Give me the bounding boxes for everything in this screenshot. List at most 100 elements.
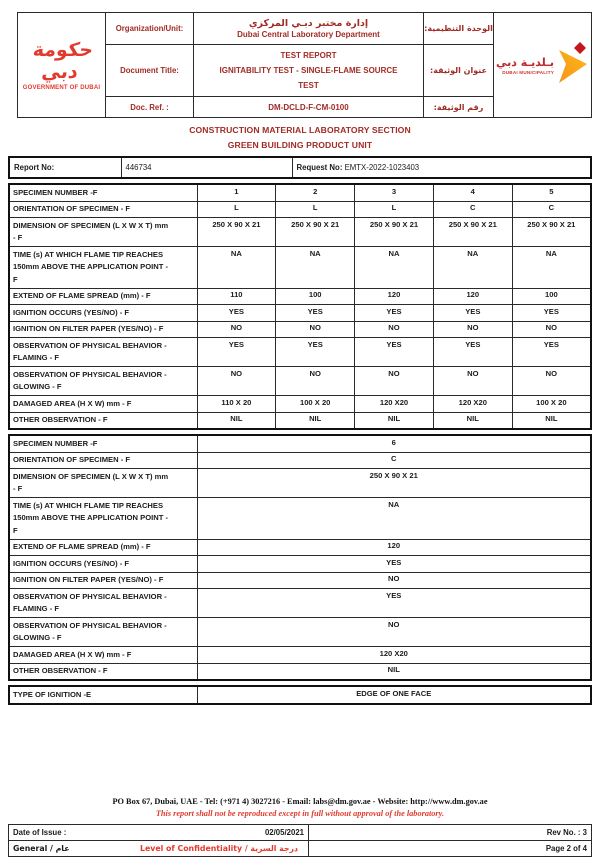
cell-value: 250 X 90 X 21 [354, 217, 434, 247]
cell-value: L [196, 200, 277, 218]
row-label: ORIENTATION OF SPECIMEN - F [8, 451, 198, 469]
cell-value: L [354, 200, 434, 218]
cell-value: NO [196, 320, 277, 338]
cell-value: 100 X 20 [275, 395, 356, 413]
cell-value: NO [354, 320, 434, 338]
organization-unit-label-arabic: الوحدة التنظيمية: [423, 12, 494, 45]
row-label: OBSERVATION OF PHYSICAL BEHAVIOR - FLAMI… [8, 588, 198, 618]
organization-english: Dubai Central Laboratory Department [237, 30, 380, 39]
cell-value: NO [196, 366, 277, 396]
confidentiality-level-value: General / عام [13, 844, 70, 853]
organization-unit-value: إدارة مختبر دبـي المركزي Dubai Central L… [193, 12, 424, 45]
cell-value: 120 [354, 287, 434, 305]
cell-value: 100 [275, 287, 356, 305]
cell-value: NA [354, 246, 434, 289]
row-label: IGNITION OCCURS (YES/NO) - F [8, 304, 198, 322]
cell-value: L [275, 200, 356, 218]
municipality-logo-caption: DUBAI MUNICIPALITY [502, 69, 555, 75]
cell-value: NO [196, 617, 592, 647]
cell-value: YES [354, 304, 434, 322]
request-no-value: EMTX-2022-1023403 [344, 163, 420, 172]
cell-value: 3 [354, 183, 434, 202]
document-title-label: Document Title: [105, 44, 194, 97]
cell-value: 120 [196, 538, 592, 556]
row-label: EXTEND OF FLAME SPREAD (mm) - F [8, 538, 198, 556]
cell-value: NO [196, 571, 592, 589]
table-row: TIME (s) AT WHICH FLAME TIP REACHES 150m… [8, 497, 592, 540]
cell-value: 250 X 90 X 21 [432, 217, 513, 247]
table-row: EXTEND OF FLAME SPREAD (mm) - F 110 100 120… [8, 287, 592, 305]
document-title-value: TEST REPORT IGNITABILITY TEST - SINGLE-F… [193, 44, 424, 97]
table-row: DIMENSION OF SPECIMEN (L X W X T) mm - F… [8, 468, 592, 498]
table-row: OBSERVATION OF PHYSICAL BEHAVIOR - GLOWI… [8, 366, 592, 396]
row-label: SPECIMEN NUMBER -F [8, 183, 198, 202]
cell-value: 250 X 90 X 21 [196, 468, 592, 498]
cell-value: YES [196, 304, 277, 322]
cell-value: NIL [196, 411, 277, 430]
row-label: OBSERVATION OF PHYSICAL BEHAVIOR - GLOWI… [8, 617, 198, 647]
row-label: DIMENSION OF SPECIMEN (L X W X T) mm - F [8, 468, 198, 498]
row-label: DIMENSION OF SPECIMEN (L X W X T) mm - F [8, 217, 198, 247]
cell-value: YES [511, 304, 592, 322]
gov-logo-arabic-calligraphy: حكومة دبي [31, 39, 95, 83]
contact-line: PO Box 67, Dubai, UAE - Tel: (+971 4) 30… [112, 797, 488, 806]
cell-value: 110 X 20 [196, 395, 277, 413]
unit-title: GREEN BUILDING PRODUCT UNIT [227, 140, 373, 150]
cell-value: NIL [511, 411, 592, 430]
date-of-issue-cell: Date of Issue : 02/05/2021 [8, 824, 309, 841]
ignition-type-value: EDGE OF ONE FACE [196, 685, 592, 704]
cell-value: 250 X 90 X 21 [196, 217, 277, 247]
dubai-municipality-logo: بـلديـة دبي DUBAI MUNICIPALITY [493, 12, 592, 118]
cell-value: NO [275, 366, 356, 396]
cell-value: YES [275, 337, 356, 367]
cell-value: NIL [196, 662, 592, 681]
row-label: TIME (s) AT WHICH FLAME TIP REACHES 150m… [8, 497, 198, 540]
row-label: EXTEND OF FLAME SPREAD (mm) - F [8, 287, 198, 305]
cell-value: 6 [196, 434, 592, 453]
confidentiality-cell: General / عام Level of Confidentiality /… [8, 840, 309, 857]
disclaimer-line: This report shall not be reproduced exce… [155, 809, 445, 818]
row-label: DAMAGED AREA (H X W) mm - F [8, 646, 198, 664]
doc-ref-value: DM-DCLD-F-CM-0100 [193, 96, 424, 118]
table-row: OTHER OBSERVATION - F NIL NIL NIL NIL NIL [8, 411, 592, 430]
table-row: DAMAGED AREA (H X W) mm - F 120 X20 [8, 646, 592, 664]
cell-value: 250 X 90 X 21 [511, 217, 592, 247]
row-label: OTHER OBSERVATION - F [8, 662, 198, 681]
table-row: IGNITION OCCURS (YES/NO) - F YES [8, 555, 592, 573]
table-row: SPECIMEN NUMBER -F 1 2 3 4 5 [8, 183, 592, 202]
table-row: IGNITION ON FILTER PAPER (YES/NO) - F NO N… [8, 320, 592, 338]
cell-value: YES [275, 304, 356, 322]
cell-value: NO [354, 366, 434, 396]
municipality-logo-arabic: بـلديـة دبي [495, 55, 555, 69]
ignition-type-table: TYPE OF IGNITION -E EDGE OF ONE FACE [8, 685, 592, 705]
cell-value: YES [511, 337, 592, 367]
cell-value: 2 [275, 183, 356, 202]
cell-value: 120 X20 [354, 395, 434, 413]
cell-value: NO [432, 366, 513, 396]
confidentiality-label: Level of Confidentiality / درجة السرية [140, 844, 298, 853]
cell-value: 1 [196, 183, 277, 202]
organization-arabic: إدارة مختبر دبـي المركزي [248, 18, 369, 29]
cell-value: YES [432, 337, 513, 367]
row-label: IGNITION OCCURS (YES/NO) - F [8, 555, 198, 573]
table-row: IGNITION OCCURS (YES/NO) - F YES YES YES YES… [8, 304, 592, 322]
cell-value: 4 [432, 183, 513, 202]
date-of-issue-value: 02/05/2021 [264, 828, 304, 837]
table-row: IGNITION ON FILTER PAPER (YES/NO) - F NO [8, 571, 592, 589]
report-no-label: Report No: [8, 156, 122, 179]
specimen-table-single: SPECIMEN NUMBER -F 6 ORIENTATION OF SPECIM… [8, 434, 592, 681]
cell-value: NO [432, 320, 513, 338]
document-title-label-arabic: عنوان الوثيقة: [423, 44, 494, 97]
cell-value: YES [196, 337, 277, 367]
row-label: ORIENTATION OF SPECIMEN - F [8, 200, 198, 218]
cell-value: NIL [275, 411, 356, 430]
footer: PO Box 67, Dubai, UAE - Tel: (+971 4) 30… [8, 797, 592, 857]
table-row: TIME (s) AT WHICH FLAME TIP REACHES 150m… [8, 246, 592, 289]
row-label: SPECIMEN NUMBER -F [8, 434, 198, 453]
row-label: IGNITION ON FILTER PAPER (YES/NO) - F [8, 571, 198, 589]
cell-value: C [432, 200, 513, 218]
table-row: OBSERVATION OF PHYSICAL BEHAVIOR - FLAMI… [8, 588, 592, 618]
cell-value: YES [196, 588, 592, 618]
row-label: DAMAGED AREA (H X W) mm - F [8, 395, 198, 413]
